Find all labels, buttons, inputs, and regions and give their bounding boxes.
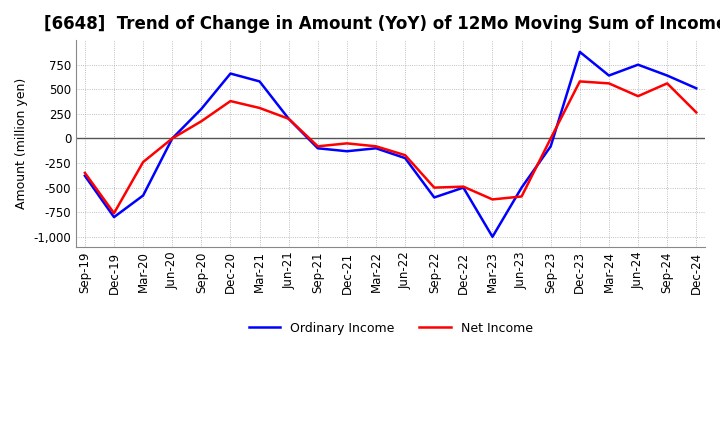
Ordinary Income <box>343 149 351 154</box>
Legend: Ordinary Income, Net Income: Ordinary Income, Net Income <box>243 316 538 340</box>
Ordinary Income <box>284 116 293 121</box>
Net Income <box>575 79 584 84</box>
Net Income <box>517 194 526 199</box>
Ordinary Income <box>197 106 206 112</box>
Net Income <box>313 144 322 149</box>
Ordinary Income <box>517 185 526 190</box>
Net Income <box>168 136 176 141</box>
Ordinary Income <box>663 73 672 78</box>
Net Income <box>372 144 380 149</box>
Ordinary Income <box>692 86 701 91</box>
Net Income <box>546 136 555 141</box>
Ordinary Income <box>605 73 613 78</box>
Net Income <box>256 105 264 110</box>
Ordinary Income <box>401 155 410 161</box>
Ordinary Income <box>459 185 468 190</box>
Title: [6648]  Trend of Change in Amount (YoY) of 12Mo Moving Sum of Incomes: [6648] Trend of Change in Amount (YoY) o… <box>44 15 720 33</box>
Ordinary Income <box>168 136 176 141</box>
Net Income <box>81 170 89 176</box>
Net Income <box>430 185 438 190</box>
Net Income <box>692 110 701 115</box>
Ordinary Income <box>546 144 555 149</box>
Line: Ordinary Income: Ordinary Income <box>85 52 696 237</box>
Ordinary Income <box>81 173 89 179</box>
Net Income <box>663 81 672 86</box>
Net Income <box>109 211 118 216</box>
Ordinary Income <box>226 71 235 76</box>
Net Income <box>634 94 642 99</box>
Line: Net Income: Net Income <box>85 81 696 213</box>
Ordinary Income <box>313 146 322 151</box>
Y-axis label: Amount (million yen): Amount (million yen) <box>15 78 28 209</box>
Ordinary Income <box>372 146 380 151</box>
Net Income <box>226 99 235 104</box>
Net Income <box>197 119 206 124</box>
Ordinary Income <box>575 49 584 55</box>
Net Income <box>401 153 410 158</box>
Net Income <box>605 81 613 86</box>
Ordinary Income <box>430 195 438 200</box>
Ordinary Income <box>109 214 118 220</box>
Net Income <box>139 159 148 165</box>
Net Income <box>488 197 497 202</box>
Net Income <box>459 184 468 189</box>
Net Income <box>284 116 293 121</box>
Ordinary Income <box>139 193 148 198</box>
Net Income <box>343 141 351 146</box>
Ordinary Income <box>634 62 642 67</box>
Ordinary Income <box>256 79 264 84</box>
Ordinary Income <box>488 234 497 239</box>
